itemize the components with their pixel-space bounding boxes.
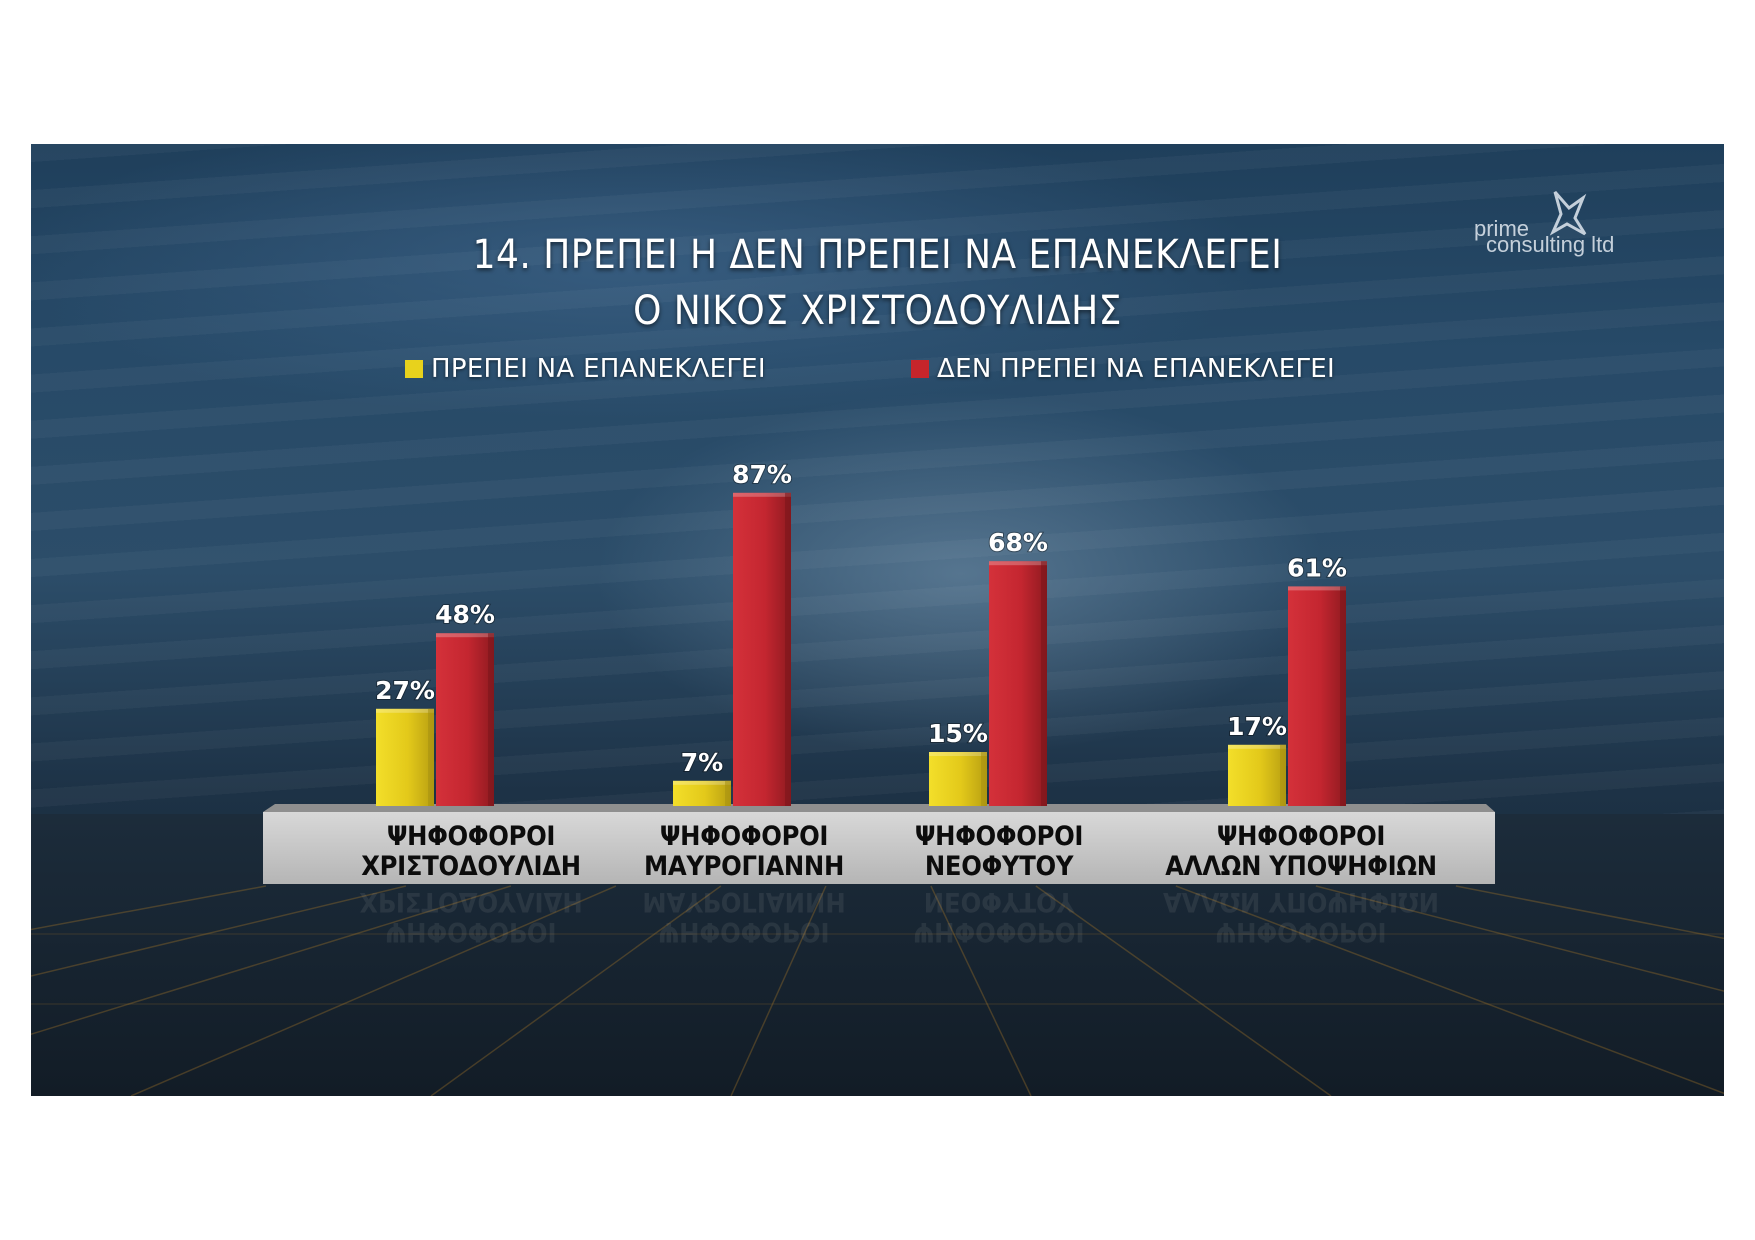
logo-word-consulting: consulting ltd (1486, 232, 1615, 257)
reflection-line: ΝΕΟΦΥΤΟΥ (923, 886, 1075, 917)
bar-yes-1 (673, 780, 731, 806)
floor-grid-line (31, 885, 267, 931)
category-label-reflection: ΨΗΦΟΦΟΡΟΙ ΜΑΥΡΟΓΙΑΝΝΗ (609, 886, 879, 947)
legend-item-no: ΔΕΝ ΠΡΕΠΕΙ ΝΑ ΕΠΑΝΕΚΛΕΓΕΙ (911, 354, 1335, 384)
category-label-line: ΨΗΦΟΦΟΡΟΙ (659, 821, 829, 852)
floor-grid-line (930, 885, 1032, 1096)
floor-grid-line (31, 885, 512, 1036)
category-label-reflection: ΨΗΦΟΦΟΡΟΙ ΧΡΙΣΤΟΔΟΥΛΙΔΗ (336, 886, 606, 947)
bar-top-highlight (733, 492, 791, 497)
plinth (263, 812, 1495, 884)
floor-grid-line (130, 885, 617, 1096)
bar-yes-3 (1228, 744, 1286, 806)
bar-no-1 (733, 492, 791, 806)
reflection-line: ΧΡΙΣΤΟΔΟΥΛΙΔΗ (359, 886, 583, 917)
bar-yes-2 (929, 752, 987, 806)
category-label-line: ΧΡΙΣΤΟΔΟΥΛΙΔΗ (361, 851, 581, 882)
reflection-line: ΨΗΦΟΦΟΡΟΙ (1215, 916, 1387, 947)
bar-chart: 27% 48% 7% 87% 15% 68% 17% 61% (31, 459, 1724, 1096)
bar-top-highlight (436, 633, 494, 638)
floor-grid-line (1035, 885, 1332, 1096)
category-label-allon-ypopsifion: ΨΗΦΟΦΟΡΟΙ ΑΛΛΩΝ ΥΠΟΨΗΦΙΩΝ (1151, 822, 1451, 882)
category-label-neofytou: ΨΗΦΟΦΟΡΟΙ ΝΕΟΦΥΤΟΥ (864, 822, 1134, 882)
bar-no-2 (989, 561, 1047, 806)
bar-top-highlight (376, 708, 434, 713)
bars-group (376, 492, 1346, 806)
category-label-reflection: ΨΗΦΟΦΟΡΟΙ ΝΕΟΦΥΤΟΥ (864, 886, 1134, 947)
floor-grid-line (430, 885, 722, 1096)
floor-grid-line (1175, 885, 1724, 1095)
value-label-no-1: 87% (732, 460, 792, 489)
category-label-line: ΜΑΥΡΟΓΙΑΝΝΗ (643, 851, 844, 882)
value-label-no-0: 48% (435, 600, 495, 629)
legend-label-no: ΔΕΝ ΠΡΕΠΕΙ ΝΑ ΕΠΑΝΕΚΛΕΓΕΙ (937, 354, 1335, 384)
plinth-top (263, 804, 1495, 812)
category-label-line: ΨΗΦΟΦΟΡΟΙ (1216, 821, 1386, 852)
reflection-line: ΜΑΥΡΟΓΙΑΝΝΗ (642, 886, 846, 917)
legend-swatch-no (911, 360, 929, 378)
reflection-line: ΨΗΦΟΦΟΡΟΙ (913, 916, 1085, 947)
reflection-line: ΨΗΦΟΦΟΡΟΙ (385, 916, 557, 947)
value-label-no-2: 68% (988, 528, 1048, 557)
value-labels-group: 27% 48% 7% 87% 15% 68% 17% 61% (374, 459, 1348, 778)
value-label-yes-2: 15% (928, 719, 988, 748)
bar-side-shade (981, 752, 987, 806)
value-label-yes-0: 27% (375, 676, 435, 705)
floor-grid (31, 885, 1724, 1096)
bar-top-highlight (1288, 586, 1346, 591)
bar-side-shade (488, 633, 494, 806)
chart-title-line-1: 14. ΠΡΕΠΕΙ Η ΔΕΝ ΠΡΕΠΕΙ ΝΑ ΕΠΑΝΕΚΛΕΓΕΙ (472, 232, 1283, 278)
floor-grid-line (1455, 885, 1724, 940)
reflection-line: ΑΛΛΩΝ ΥΠΟΨΗΦΙΩΝ (1162, 886, 1439, 917)
logo-word-prime: prime (1474, 216, 1530, 241)
bar-top-highlight (929, 752, 987, 756)
value-label-yes-3: 17% (1227, 712, 1287, 741)
bar-no-3 (1288, 586, 1346, 806)
logo-mark-icon (1549, 191, 1587, 236)
reflection-line: ΨΗΦΟΦΟΡΟΙ (658, 916, 830, 947)
value-label-yes-1: 7% (681, 748, 723, 777)
legend-item-yes: ΠΡΕΠΕΙ ΝΑ ΕΠΑΝΕΚΛΕΓΕΙ (405, 354, 766, 384)
bar-side-shade (428, 708, 434, 806)
bar-side-shade (1280, 744, 1286, 806)
legend-label-yes: ΠΡΕΠΕΙ ΝΑ ΕΠΑΝΕΚΛΕΓΕΙ (431, 354, 766, 384)
bar-top-highlight (1228, 744, 1286, 749)
bar-side-shade (785, 492, 791, 806)
bar-side-shade (1340, 586, 1346, 806)
value-label-no-3: 61% (1287, 553, 1347, 582)
chart-stage: 14. ΠΡΕΠΕΙ Η ΔΕΝ ΠΡΕΠΕΙ ΝΑ ΕΠΑΝΕΚΛΕΓΕΙ Ο… (31, 144, 1724, 1096)
category-label-line: ΑΛΛΩΝ ΥΠΟΨΗΦΙΩΝ (1165, 851, 1437, 882)
prime-consulting-logo: prime consulting ltd (1474, 190, 1644, 260)
bar-top-highlight (673, 780, 731, 785)
floor-grid-line (730, 885, 827, 1096)
category-label-reflection: ΨΗΦΟΦΟΡΟΙ ΑΛΛΩΝ ΥΠΟΨΗΦΙΩΝ (1151, 886, 1451, 947)
legend-swatch-yes (405, 360, 423, 378)
category-label-line: ΝΕΟΦΥΤΟΥ (924, 851, 1074, 882)
category-label-line: ΨΗΦΟΦΟΡΟΙ (914, 821, 1084, 852)
bar-no-0 (436, 633, 494, 806)
bar-yes-0 (376, 708, 434, 806)
floor-grid-line (31, 885, 407, 977)
bar-side-shade (1041, 561, 1047, 806)
category-label-line: ΨΗΦΟΦΟΡΟΙ (386, 821, 556, 852)
floor-grid-line (1315, 885, 1724, 992)
bar-side-shade (725, 780, 731, 806)
bar-top-highlight (989, 561, 1047, 566)
category-label-mavrogianni: ΨΗΦΟΦΟΡΟΙ ΜΑΥΡΟΓΙΑΝΝΗ (609, 822, 879, 882)
chart-title-line-2: Ο ΝΙΚΟΣ ΧΡΙΣΤΟΔΟΥΛΙΔΗΣ (633, 288, 1122, 334)
category-label-christodoulidi: ΨΗΦΟΦΟΡΟΙ ΧΡΙΣΤΟΔΟΥΛΙΔΗ (336, 822, 606, 882)
